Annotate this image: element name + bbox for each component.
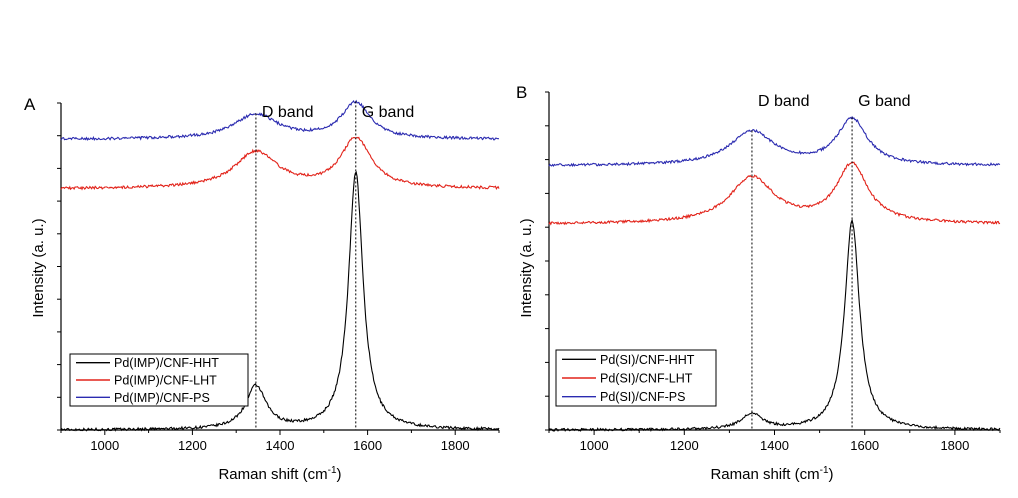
- legend-label: Pd(IMP)/CNF-HHT: [114, 356, 219, 370]
- x-tick-label: 1600: [850, 438, 879, 453]
- chart-panel-b: B D band G band 1000 1200 1400 1600 1800 Inte…: [516, 83, 1001, 483]
- spectrum-line: [60, 136, 500, 191]
- panel-label: A: [24, 95, 36, 114]
- spectrum-line: [60, 99, 499, 142]
- x-tick-label: 1000: [90, 438, 119, 453]
- spectrum-line: [548, 115, 1001, 168]
- x-axis-ticks: 1000 1200 1400 1600 1800: [60, 430, 500, 453]
- legend-label: Pd(SI)/CNF-LHT: [600, 372, 693, 386]
- x-tick-label: 1400: [760, 438, 789, 453]
- chart-panel-a: A D band G band 1000 1200 1400 1600 1800 Inte…: [24, 95, 500, 483]
- legend-label: Pd(SI)/CNF-PS: [600, 390, 685, 404]
- y-axis-title: Intensity (a. u.): [30, 218, 47, 317]
- x-axis-ticks: 1000 1200 1400 1600 1800: [548, 430, 1001, 453]
- band-label: D band: [758, 93, 810, 110]
- spectra: [60, 99, 500, 432]
- x-tick-label: 1400: [266, 438, 295, 453]
- legend: Pd(IMP)/CNF-HHT Pd(IMP)/CNF-LHT Pd(IMP)/CN…: [69, 353, 249, 407]
- spectrum-line: [60, 170, 500, 432]
- x-tick-label: 1000: [580, 438, 609, 453]
- legend-label: Pd(SI)/CNF-HHT: [600, 353, 695, 367]
- x-axis-title: Raman shift (cm-1): [710, 465, 833, 483]
- x-tick-label: 1800: [940, 438, 969, 453]
- spectrum-line: [548, 161, 1001, 226]
- x-tick-label: 1800: [441, 438, 470, 453]
- band-guides: D band G band: [255, 101, 414, 430]
- legend: Pd(SI)/CNF-HHT Pd(SI)/CNF-LHT Pd(SI)/CNF-P…: [555, 349, 717, 407]
- x-axis-title: Raman shift (cm-1): [218, 465, 341, 483]
- x-tick-label: 1200: [178, 438, 207, 453]
- panel-label: B: [516, 83, 527, 102]
- y-axis-title: Intensity (a. u.): [518, 218, 535, 317]
- spectra: [548, 115, 1001, 433]
- x-tick-label: 1200: [670, 438, 699, 453]
- spectrum-line: [548, 218, 1001, 433]
- band-guides: D band G band: [751, 93, 911, 430]
- band-label: D band: [262, 104, 314, 121]
- legend-label: Pd(IMP)/CNF-PS: [114, 391, 210, 405]
- band-label: G band: [362, 104, 414, 121]
- legend-label: Pd(IMP)/CNF-LHT: [114, 374, 217, 388]
- x-tick-label: 1600: [353, 438, 382, 453]
- band-label: G band: [858, 93, 910, 110]
